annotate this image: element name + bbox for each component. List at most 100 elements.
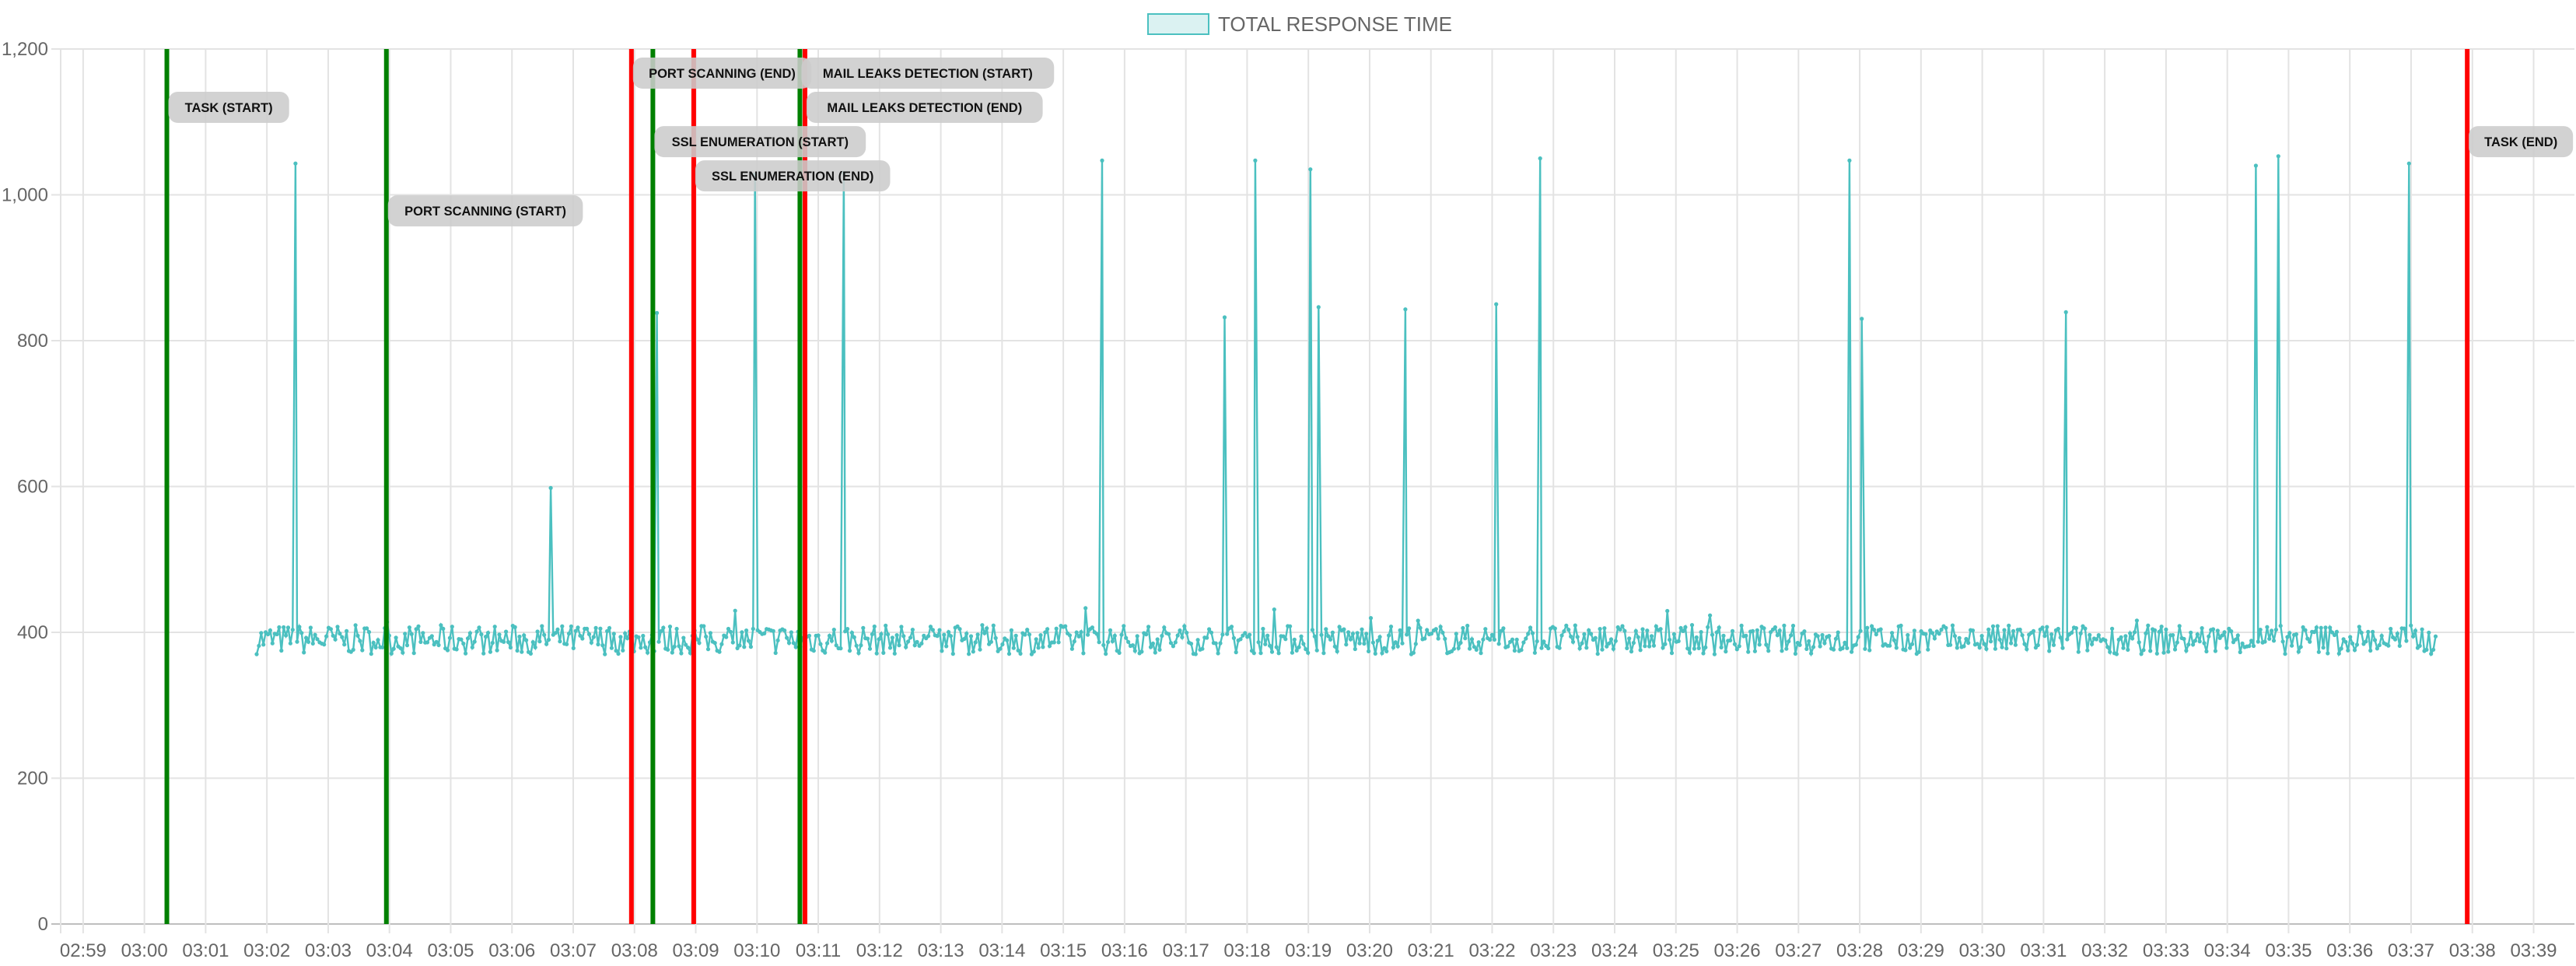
data-point[interactable] bbox=[586, 632, 592, 637]
data-point[interactable] bbox=[1602, 626, 1607, 631]
data-point[interactable] bbox=[1510, 637, 1515, 642]
data-point[interactable] bbox=[530, 640, 535, 645]
data-point[interactable] bbox=[1840, 646, 1845, 651]
chart-legend[interactable]: TOTAL RESPONSE TIME bbox=[1147, 12, 1452, 36]
data-point[interactable] bbox=[762, 631, 767, 636]
data-point[interactable] bbox=[2215, 628, 2220, 633]
data-point[interactable] bbox=[998, 646, 1003, 651]
data-point[interactable] bbox=[254, 652, 259, 656]
data-point[interactable] bbox=[1263, 642, 1268, 646]
data-point[interactable] bbox=[1135, 634, 1139, 639]
data-point[interactable] bbox=[1908, 646, 1913, 650]
data-point[interactable] bbox=[2334, 629, 2339, 635]
data-point[interactable] bbox=[1144, 632, 1149, 637]
data-point[interactable] bbox=[728, 629, 733, 634]
data-point[interactable] bbox=[2379, 633, 2384, 639]
data-point[interactable] bbox=[1923, 632, 1928, 636]
data-point[interactable] bbox=[1043, 630, 1048, 635]
data-point[interactable] bbox=[2202, 641, 2207, 646]
data-point[interactable] bbox=[1584, 646, 1589, 650]
data-point[interactable] bbox=[1483, 627, 1488, 632]
data-point[interactable] bbox=[884, 623, 888, 628]
data-point[interactable] bbox=[2144, 631, 2148, 635]
data-point[interactable] bbox=[1332, 644, 1337, 649]
data-point[interactable] bbox=[614, 649, 618, 653]
data-point[interactable] bbox=[1566, 628, 1571, 632]
data-point[interactable] bbox=[1538, 156, 1542, 161]
data-point[interactable] bbox=[2263, 639, 2267, 644]
data-point[interactable] bbox=[786, 641, 792, 646]
data-point[interactable] bbox=[1090, 625, 1094, 630]
data-point[interactable] bbox=[1633, 628, 1638, 634]
data-point[interactable] bbox=[1220, 632, 1225, 637]
data-point[interactable] bbox=[1681, 628, 1685, 634]
data-point[interactable] bbox=[479, 632, 484, 637]
data-point[interactable] bbox=[404, 643, 410, 648]
data-point[interactable] bbox=[2433, 634, 2438, 639]
data-point[interactable] bbox=[1647, 644, 1652, 649]
data-point[interactable] bbox=[1587, 628, 1591, 632]
data-point[interactable] bbox=[335, 625, 340, 629]
data-point[interactable] bbox=[1258, 651, 1263, 656]
data-point[interactable] bbox=[2058, 635, 2063, 640]
data-point[interactable] bbox=[1375, 639, 1380, 643]
data-point[interactable] bbox=[1573, 623, 1577, 628]
data-point[interactable] bbox=[1627, 636, 1632, 641]
data-point[interactable] bbox=[2273, 628, 2278, 632]
data-point[interactable] bbox=[1752, 649, 1757, 653]
data-point[interactable] bbox=[1665, 608, 1670, 614]
data-point[interactable] bbox=[1079, 630, 1083, 635]
data-point[interactable] bbox=[2110, 626, 2115, 631]
data-point[interactable] bbox=[1283, 637, 1288, 642]
data-point[interactable] bbox=[1678, 625, 1683, 631]
data-point[interactable] bbox=[1870, 624, 1874, 628]
data-point[interactable] bbox=[2377, 642, 2382, 648]
data-point[interactable] bbox=[1335, 649, 1339, 654]
data-point[interactable] bbox=[2152, 628, 2158, 633]
data-point[interactable] bbox=[1952, 634, 1957, 639]
data-point[interactable] bbox=[677, 644, 681, 649]
data-point[interactable] bbox=[740, 630, 744, 635]
data-point[interactable] bbox=[371, 640, 376, 646]
data-point[interactable] bbox=[1671, 632, 1676, 637]
data-point[interactable] bbox=[890, 635, 894, 640]
data-point[interactable] bbox=[1654, 624, 1658, 628]
data-point[interactable] bbox=[1153, 650, 1157, 655]
data-point[interactable] bbox=[2402, 626, 2406, 631]
data-point[interactable] bbox=[342, 642, 347, 647]
data-point[interactable] bbox=[1912, 628, 1916, 633]
data-point[interactable] bbox=[2424, 647, 2429, 653]
data-point[interactable] bbox=[1519, 648, 1524, 653]
data-point[interactable] bbox=[1182, 624, 1187, 628]
data-point[interactable] bbox=[1979, 634, 1984, 639]
data-point[interactable] bbox=[609, 646, 614, 650]
data-point[interactable] bbox=[1755, 628, 1759, 632]
data-point[interactable] bbox=[1045, 627, 1050, 632]
data-point[interactable] bbox=[1858, 628, 1863, 633]
data-point[interactable] bbox=[1717, 625, 1721, 630]
data-point[interactable] bbox=[2063, 310, 2068, 314]
data-point[interactable] bbox=[1811, 645, 1816, 649]
data-point[interactable] bbox=[2096, 633, 2101, 638]
data-point[interactable] bbox=[580, 636, 585, 641]
data-point[interactable] bbox=[1797, 642, 1802, 647]
data-point[interactable] bbox=[439, 623, 443, 628]
data-point[interactable] bbox=[1231, 635, 1236, 641]
data-point[interactable] bbox=[2247, 644, 2252, 649]
data-point[interactable] bbox=[1833, 636, 1838, 641]
data-point[interactable] bbox=[603, 652, 607, 656]
data-point[interactable] bbox=[1532, 650, 1537, 655]
data-point[interactable] bbox=[2186, 642, 2191, 647]
data-point[interactable] bbox=[578, 633, 583, 638]
data-point[interactable] bbox=[2161, 650, 2166, 655]
data-point[interactable] bbox=[474, 629, 479, 634]
data-point[interactable] bbox=[436, 642, 441, 648]
data-point[interactable] bbox=[2090, 642, 2095, 646]
data-point[interactable] bbox=[502, 639, 506, 644]
data-point[interactable] bbox=[892, 651, 897, 656]
data-point[interactable] bbox=[2386, 643, 2391, 648]
data-point[interactable] bbox=[636, 635, 641, 639]
data-point[interactable] bbox=[1815, 634, 1820, 639]
data-point[interactable] bbox=[1178, 628, 1182, 633]
data-point[interactable] bbox=[2328, 625, 2333, 630]
